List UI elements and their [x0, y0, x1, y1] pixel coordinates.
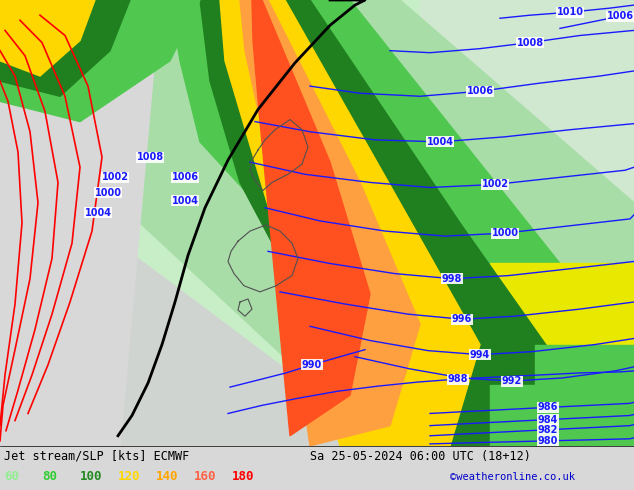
Text: 1002: 1002 — [101, 172, 129, 182]
Text: 994: 994 — [470, 350, 490, 360]
Text: Jet stream/SLP [kts] ECMWF: Jet stream/SLP [kts] ECMWF — [4, 450, 190, 463]
Text: 1006: 1006 — [172, 172, 198, 182]
Text: 60: 60 — [4, 470, 19, 483]
Text: 1004: 1004 — [84, 208, 112, 218]
Polygon shape — [220, 0, 480, 446]
Polygon shape — [252, 0, 370, 436]
Text: 1006: 1006 — [467, 86, 493, 96]
Polygon shape — [100, 0, 634, 446]
Polygon shape — [0, 0, 160, 446]
Text: Sa 25-05-2024 06:00 UTC (18+12): Sa 25-05-2024 06:00 UTC (18+12) — [310, 450, 531, 463]
Text: 986: 986 — [538, 402, 558, 413]
Text: 1008: 1008 — [517, 38, 543, 48]
Text: 1002: 1002 — [481, 179, 508, 190]
Text: 1000: 1000 — [94, 188, 122, 197]
Text: 180: 180 — [232, 470, 254, 483]
Text: 1000: 1000 — [491, 228, 519, 238]
Text: 1010: 1010 — [557, 7, 583, 17]
Polygon shape — [535, 344, 634, 446]
Polygon shape — [240, 0, 420, 446]
Polygon shape — [490, 385, 634, 446]
Text: 100: 100 — [80, 470, 103, 483]
Text: 984: 984 — [538, 415, 558, 424]
Polygon shape — [0, 0, 130, 96]
Polygon shape — [490, 264, 634, 446]
Text: 980: 980 — [538, 436, 558, 446]
Polygon shape — [0, 0, 95, 76]
Text: 80: 80 — [42, 470, 57, 483]
Text: 988: 988 — [448, 374, 469, 384]
Text: 982: 982 — [538, 425, 558, 435]
Text: 1008: 1008 — [136, 152, 164, 162]
Text: 992: 992 — [502, 376, 522, 386]
Polygon shape — [140, 0, 634, 446]
Text: 160: 160 — [194, 470, 216, 483]
Text: 990: 990 — [302, 360, 322, 370]
Text: 140: 140 — [156, 470, 179, 483]
Text: 1006: 1006 — [607, 11, 633, 21]
Polygon shape — [420, 0, 634, 446]
Text: 1004: 1004 — [427, 137, 453, 147]
Text: ©weatheronline.co.uk: ©weatheronline.co.uk — [450, 472, 575, 482]
Polygon shape — [200, 0, 560, 446]
Polygon shape — [0, 0, 200, 122]
Text: 120: 120 — [118, 470, 141, 483]
Text: 998: 998 — [442, 274, 462, 284]
Text: 996: 996 — [452, 314, 472, 324]
Text: 1004: 1004 — [172, 196, 198, 206]
Polygon shape — [170, 0, 634, 446]
